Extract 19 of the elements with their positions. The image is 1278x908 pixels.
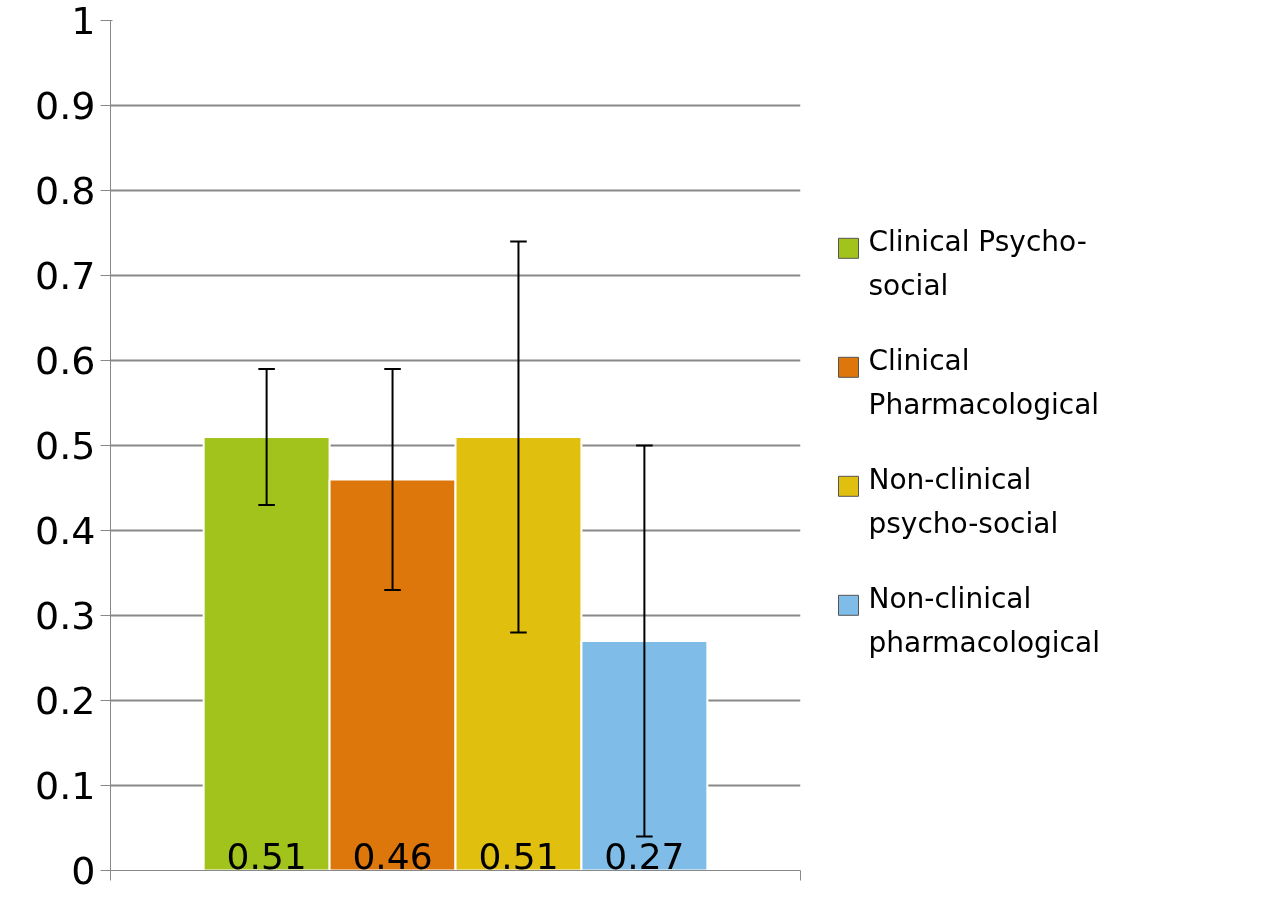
data-label: 0.51 — [478, 835, 559, 877]
y-tick-label: 0.5 — [35, 424, 96, 468]
y-tick-label: 0.3 — [35, 594, 96, 638]
y-tick-label: 0.8 — [35, 169, 96, 213]
y-tick-label: 0.4 — [35, 509, 96, 553]
y-tick-label: 0.6 — [35, 339, 96, 383]
y-tick-label: 0.9 — [35, 84, 96, 128]
y-tick-label: 0 — [71, 849, 96, 893]
data-label: 0.46 — [352, 835, 433, 877]
data-label: 0.27 — [604, 835, 685, 877]
data-label: 0.51 — [226, 835, 307, 877]
legend-label: Non-clinical pharmacological — [868, 581, 1100, 660]
y-tick-label: 0.2 — [35, 679, 96, 723]
y-tick-label: 0.7 — [35, 254, 96, 298]
legend-label: Clinical Psycho-social — [868, 224, 1087, 303]
y-tick-label: 1 — [71, 0, 96, 43]
legend-label: Non-clinical psycho-social — [868, 462, 1059, 541]
legend-label: Clinical Pharmacological — [868, 343, 1100, 422]
y-tick-label: 0.1 — [35, 764, 96, 808]
